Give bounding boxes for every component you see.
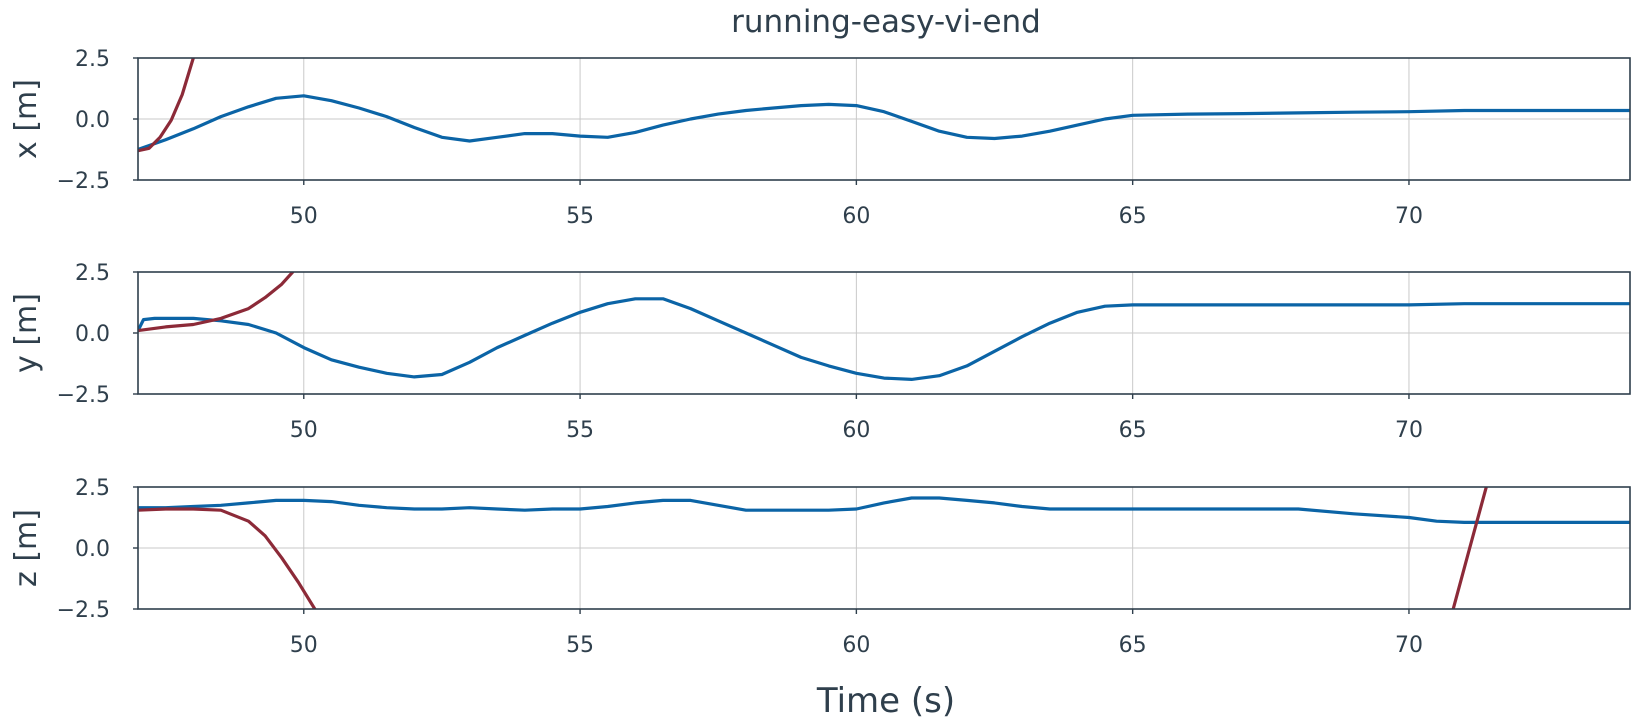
subplot-1: 50 55 60 65 70 2.5 0.0 −2.5 x [m] [9, 47, 1631, 229]
y-tick-label: 2.5 [75, 47, 110, 72]
x-tick-label: 55 [566, 204, 594, 229]
x-tick-label: 65 [1119, 204, 1147, 229]
y-tick-label: 2.5 [75, 476, 110, 501]
x-tick-label: 65 [1119, 418, 1147, 443]
series-line-2 [138, 272, 295, 333]
x-tick-label: 50 [290, 633, 318, 658]
x-tick-label: 55 [566, 633, 594, 658]
series-line-3 [1451, 487, 1488, 609]
y-tick-label: 0.0 [75, 108, 110, 133]
subplots: 50 55 60 65 70 2.5 0.0 −2.5 x [m] 50 55 60 65 70 2.5 0.… [9, 47, 1631, 658]
series-line-1 [138, 297, 1630, 381]
x-tick-label: 70 [1395, 633, 1423, 658]
x-tick-label: 70 [1395, 418, 1423, 443]
y-axis-label: x [m] [9, 79, 44, 159]
plot-frame [137, 57, 1631, 181]
y-tick-label: 0.0 [75, 322, 110, 347]
series-line-1 [138, 94, 1630, 152]
x-tick-label: 60 [842, 418, 870, 443]
y-tick-label: −2.5 [57, 383, 110, 408]
x-tick-label: 70 [1395, 204, 1423, 229]
subplot-2: 50 55 60 65 70 2.5 0.0 −2.5 y [m] [9, 261, 1631, 443]
y-tick-label: −2.5 [57, 598, 110, 623]
y-axis-label: z [m] [9, 509, 44, 587]
x-tick-label: 50 [290, 204, 318, 229]
y-tick-label: 2.5 [75, 261, 110, 286]
series-line-2 [138, 507, 317, 609]
y-tick-label: −2.5 [57, 169, 110, 194]
plot-frame [137, 486, 1631, 610]
x-tick-label: 55 [566, 418, 594, 443]
x-axis-label: Time (s) [816, 681, 955, 721]
y-axis-label: y [m] [9, 293, 44, 373]
x-tick-label: 60 [842, 204, 870, 229]
y-tick-label: 0.0 [75, 537, 110, 562]
subplot-3: 50 55 60 65 70 2.5 0.0 −2.5 z [m] [9, 476, 1631, 658]
x-tick-label: 50 [290, 418, 318, 443]
chart-title: running-easy-vi-end [731, 4, 1041, 40]
x-tick-label: 60 [842, 633, 870, 658]
x-tick-label: 65 [1119, 633, 1147, 658]
plot-frame [137, 271, 1631, 395]
series-line-1 [138, 496, 1630, 524]
series-line-2 [138, 58, 195, 153]
